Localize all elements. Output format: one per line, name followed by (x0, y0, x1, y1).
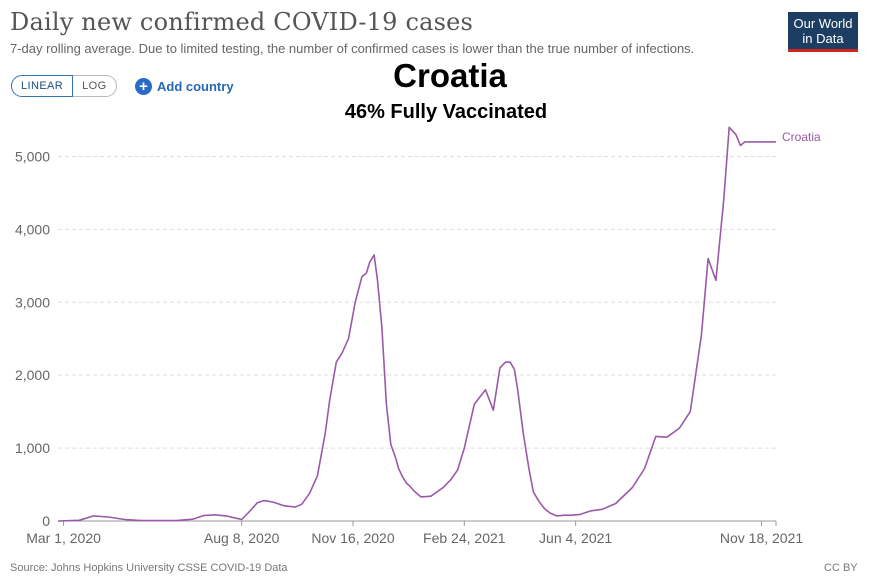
x-tick-label: Aug 8, 2020 (204, 530, 280, 546)
x-tick-label: Feb 24, 2021 (423, 530, 506, 546)
x-tick-label: Nov 18, 2021 (720, 530, 803, 546)
source-note[interactable]: Source: Johns Hopkins University CSSE CO… (10, 562, 288, 574)
scale-toggle: LINEAR LOG (11, 75, 117, 97)
x-tick-label: Mar 1, 2020 (26, 530, 101, 546)
add-country-button[interactable]: + Add country (135, 75, 234, 97)
license-link[interactable]: CC BY (824, 562, 858, 574)
series-label-croatia: Croatia (782, 130, 821, 144)
chart-subtitle: 7-day rolling average. Due to limited te… (10, 41, 695, 56)
country-overlay-title: Croatia (393, 57, 507, 94)
add-country-label: Add country (157, 78, 234, 94)
linear-scale-button[interactable]: LINEAR (11, 75, 74, 97)
logo-line-1: Our World (793, 16, 853, 31)
series-line-croatia (57, 126, 776, 522)
x-tick-label: Nov 16, 2020 (311, 530, 394, 546)
vaccination-overlay-subtitle: 46% Fully Vaccinated (344, 101, 548, 123)
y-tick-label: 5,000 (15, 148, 50, 164)
y-tick-label: 0 (42, 513, 50, 529)
chart-title: Daily new confirmed COVID-19 cases (10, 8, 474, 36)
y-tick-label: 4,000 (15, 221, 50, 237)
logo-line-2: in Data (802, 31, 844, 46)
log-scale-button[interactable]: LOG (73, 75, 117, 97)
y-tick-label: 2,000 (15, 367, 50, 383)
y-tick-label: 3,000 (15, 294, 50, 310)
owid-logo[interactable]: Our World in Data (788, 12, 858, 52)
y-tick-label: 1,000 (15, 440, 50, 456)
plus-circle-icon: + (135, 77, 152, 95)
x-tick-label: Jun 4, 2021 (539, 530, 612, 546)
